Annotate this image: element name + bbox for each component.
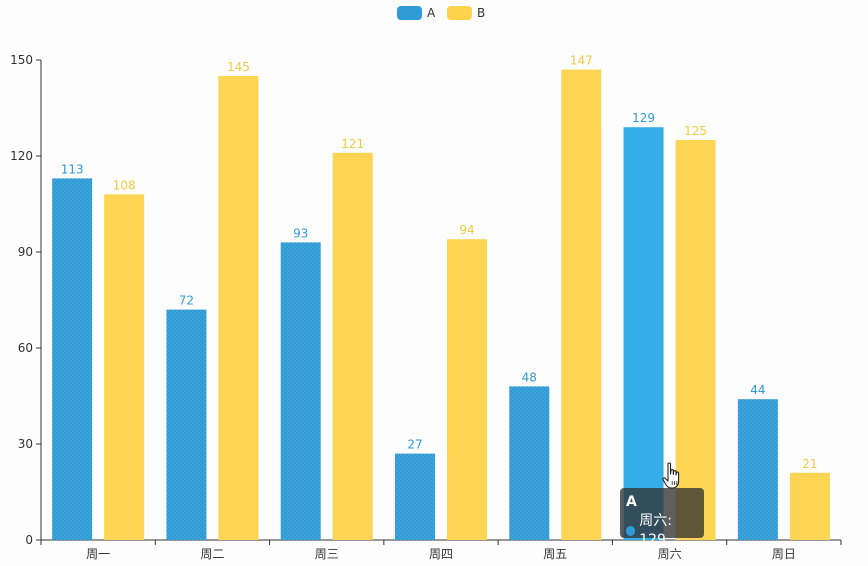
y-tick-label: 150 [10, 53, 33, 67]
legend-item-a[interactable]: A [397, 6, 436, 20]
bar-b [789, 472, 830, 540]
bar-b [447, 239, 487, 540]
data-label: 27 [407, 438, 422, 452]
bar-a [395, 453, 435, 540]
bar-a [280, 242, 321, 540]
data-label: 93 [293, 226, 308, 240]
bar-b [675, 140, 716, 540]
x-tick-label: 周四 [429, 547, 453, 561]
data-label: 147 [570, 54, 593, 68]
hand-cursor-icon [662, 462, 680, 489]
bar-a [737, 399, 778, 540]
y-tick-label: 30 [18, 437, 33, 451]
tooltip-text: 周六: 129 [639, 513, 672, 548]
x-tick-label: 周二 [200, 547, 224, 561]
bar-a [52, 178, 93, 540]
x-tick-label: 周五 [543, 547, 567, 561]
x-tick-label: 周六 [658, 547, 682, 561]
data-label: 121 [341, 137, 364, 151]
data-label: 72 [179, 294, 194, 308]
x-tick-label: 周三 [315, 547, 339, 561]
y-tick-label: 0 [25, 533, 33, 547]
bar-a [509, 386, 550, 540]
tooltip: A 周六: 129 [620, 488, 704, 548]
bar-a [623, 127, 664, 540]
bar-a [166, 309, 207, 540]
data-label: 21 [802, 457, 817, 471]
data-label: 108 [113, 178, 136, 192]
data-label: 94 [459, 223, 474, 237]
x-tick-label: 周一 [86, 547, 110, 561]
y-tick-label: 120 [10, 149, 33, 163]
data-label: 48 [522, 370, 537, 384]
tooltip-row: 周六: 129 [626, 512, 698, 550]
bar-b [561, 69, 602, 540]
data-label: 145 [227, 60, 250, 74]
x-tick-label: 周日 [772, 547, 796, 561]
legend-swatch [397, 6, 422, 20]
legend-item-b[interactable]: B [447, 6, 485, 20]
tooltip-dot-icon [626, 526, 636, 536]
y-tick-label: 60 [18, 341, 33, 355]
tooltip-title: A [626, 494, 637, 510]
data-label: 44 [750, 383, 765, 397]
bar-b [332, 152, 373, 541]
bar-b [104, 194, 145, 540]
legend-swatch [447, 6, 472, 20]
data-label: 129 [632, 111, 655, 125]
data-label: 125 [684, 124, 707, 138]
data-label: 113 [61, 162, 84, 176]
legend-label: B [477, 6, 485, 20]
bar-b [218, 76, 259, 540]
legend-label: A [427, 6, 436, 20]
y-tick-label: 90 [18, 245, 33, 259]
